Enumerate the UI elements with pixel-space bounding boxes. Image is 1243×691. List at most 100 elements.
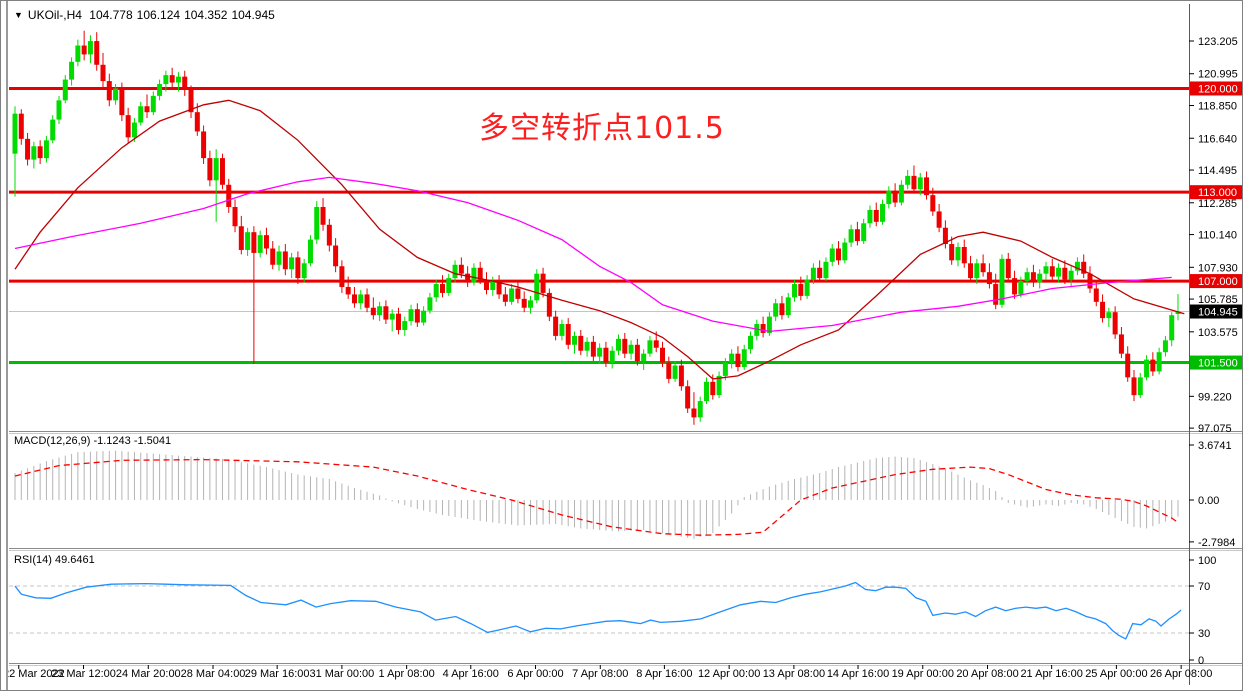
candle-body	[219, 158, 225, 185]
price-badge-label: 101.500	[1198, 358, 1238, 370]
candle-body	[1175, 311, 1181, 314]
candle-body	[201, 131, 207, 159]
price-axis[interactable]	[1189, 4, 1242, 685]
candle-body	[603, 347, 609, 363]
candle-body	[917, 177, 923, 190]
time-axis-label: 22 Mar 2022	[3, 668, 65, 680]
candle-body	[351, 294, 357, 304]
candle-body	[590, 341, 596, 357]
chart-text-annotation[interactable]: 多空转折点101.5	[479, 111, 725, 146]
candle-body	[754, 324, 760, 336]
candle-body	[773, 303, 779, 317]
candle-body	[1137, 377, 1143, 396]
candle-body	[295, 257, 301, 279]
y-axis-label: 103.575	[1198, 327, 1238, 339]
time-axis-label: 7 Apr 08:00	[572, 668, 628, 680]
candle-body	[439, 284, 445, 293]
candle-body	[534, 273, 540, 301]
candle-body	[213, 158, 219, 181]
candle-body	[792, 284, 798, 298]
candle-body	[804, 279, 810, 296]
candle-body	[169, 75, 175, 83]
candle-body	[320, 207, 326, 225]
candle-body	[326, 224, 332, 246]
candle-body	[157, 84, 163, 96]
candle-body	[1049, 266, 1055, 277]
candle-body	[339, 266, 345, 288]
candle-body	[1106, 312, 1112, 319]
candle-body	[370, 307, 376, 316]
candle-body	[25, 138, 31, 160]
symbol-dropdown-icon[interactable]: ▼	[14, 10, 23, 20]
time-axis-label: 25 Apr 00:00	[1085, 668, 1147, 680]
candle-body	[999, 258, 1005, 305]
candle-body	[188, 89, 194, 113]
price-badge-label: 120.000	[1198, 83, 1238, 95]
candle-body	[930, 195, 936, 212]
candle-body	[421, 310, 427, 323]
candle-body	[144, 106, 150, 113]
candle-body	[735, 353, 741, 368]
candle-body	[898, 184, 904, 203]
rsi-panel[interactable]	[9, 552, 1189, 663]
candle-body	[1150, 359, 1156, 372]
candle-body	[1018, 281, 1024, 295]
candle-body	[710, 381, 716, 396]
candle-body	[263, 235, 269, 249]
rsi-indicator-label: RSI(14) 49.6461	[14, 554, 95, 566]
time-axis-label: 29 Mar 16:00	[245, 668, 310, 680]
time-axis[interactable]	[9, 665, 1189, 685]
candle-body	[427, 297, 433, 311]
candle-body	[1081, 261, 1087, 274]
macd-panel[interactable]	[9, 433, 1189, 548]
candle-body	[251, 232, 257, 253]
candle-body	[936, 211, 942, 228]
candle-body	[986, 272, 992, 285]
candle-body	[509, 288, 515, 302]
candle-body	[1062, 267, 1068, 280]
candle-body	[716, 375, 722, 396]
candle-body	[50, 119, 56, 141]
candle-body	[854, 229, 860, 242]
candle-body	[383, 306, 389, 320]
candle-body	[502, 294, 508, 302]
candle-body	[1144, 359, 1150, 378]
candle-body	[471, 267, 477, 283]
candle-body	[12, 113, 18, 154]
symbol-info-line: ▼ UKOil-,H4 104.778 106.124 104.352 104.945	[14, 8, 279, 22]
candle-body	[138, 106, 144, 123]
candle-body	[911, 175, 917, 190]
candle-body	[1005, 258, 1011, 279]
candle-body	[194, 112, 200, 132]
candle-body	[628, 344, 634, 354]
candle-body	[1093, 288, 1099, 302]
candle-body	[119, 88, 125, 116]
candle-body	[1043, 266, 1049, 274]
candle-body	[836, 248, 842, 261]
candle-body	[785, 297, 791, 316]
candle-body	[666, 362, 672, 379]
candle-body	[113, 88, 119, 101]
candle-body	[609, 350, 615, 363]
y-axis-label: 97.075	[1198, 423, 1232, 435]
candle-body	[276, 251, 282, 265]
candle-body	[408, 309, 414, 322]
main-chart-area[interactable]	[9, 4, 1189, 431]
candle-body	[125, 115, 131, 138]
candle-body	[477, 267, 483, 280]
candle-body	[270, 248, 276, 265]
candle-body	[87, 41, 93, 55]
time-axis-label: 12 Apr 00:00	[698, 668, 760, 680]
y-axis-label: 118.850	[1198, 101, 1237, 113]
candle-body	[1074, 261, 1080, 271]
candle-body	[955, 247, 961, 261]
y-axis-label: 110.140	[1198, 230, 1237, 242]
candle-body	[691, 408, 697, 418]
candle-body	[565, 324, 571, 345]
price-badge	[1190, 304, 1242, 319]
candle-body	[729, 353, 735, 363]
candle-body	[289, 257, 295, 270]
candle-body	[245, 232, 251, 250]
